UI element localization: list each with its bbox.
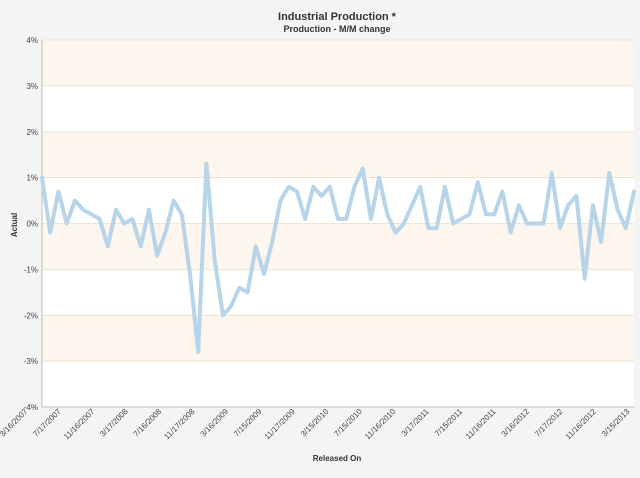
y-axis-label: Actual bbox=[10, 213, 19, 237]
plot-band bbox=[42, 40, 634, 86]
series-group bbox=[40, 161, 636, 354]
x-tick-label: 7/15/2010 bbox=[332, 407, 364, 439]
plot-band bbox=[42, 223, 634, 270]
x-tick-label: 3/16/2007 bbox=[0, 407, 30, 439]
x-axis-ticks: 3/16/2007 7/17/2007 11/16/2007 3/17/2008 7/1… bbox=[0, 407, 632, 442]
x-tick-label: 3/15/2013 bbox=[600, 407, 632, 439]
x-tick-label: 7/15/2011 bbox=[433, 407, 464, 438]
x-tick-label: 7/16/2008 bbox=[132, 407, 164, 439]
plot-band bbox=[42, 131, 634, 178]
x-tick-label: 11/17/2009 bbox=[263, 407, 298, 442]
x-axis-label: Released On bbox=[313, 454, 362, 463]
y-axis-ticks: -4% -3% -2% -1% 0% 1% 2% 3% 4% bbox=[24, 36, 38, 412]
x-tick-label: 7/15/2009 bbox=[232, 407, 264, 439]
y-tick-label: 3% bbox=[26, 82, 38, 91]
x-tick-label: 7/17/2012 bbox=[533, 407, 565, 439]
x-tick-label: 3/16/2012 bbox=[500, 407, 532, 439]
plot-band bbox=[42, 315, 634, 362]
x-tick-label: 3/16/2009 bbox=[199, 407, 231, 439]
y-tick-label: -3% bbox=[24, 357, 38, 366]
x-tick-label: 3/17/2008 bbox=[98, 407, 130, 439]
x-tick-label: 3/15/2010 bbox=[299, 407, 331, 439]
y-tick-label: -1% bbox=[24, 265, 38, 274]
chart-subtitle: Production - M/M change bbox=[284, 24, 391, 34]
chart-title: Industrial Production * bbox=[278, 11, 397, 23]
y-tick-label: 1% bbox=[26, 174, 38, 183]
y-tick-label: 0% bbox=[26, 220, 38, 229]
y-tick-label: -2% bbox=[24, 311, 38, 320]
x-tick-label: 11/16/2007 bbox=[62, 407, 97, 442]
grid-lines bbox=[41, 39, 634, 408]
x-tick-label: 11/17/2008 bbox=[162, 407, 197, 442]
y-tick-label: -4% bbox=[24, 403, 38, 412]
y-tick-label: 4% bbox=[26, 36, 38, 45]
y-tick-label: 2% bbox=[26, 128, 38, 137]
x-tick-label: 11/16/2011 bbox=[464, 407, 498, 441]
x-tick-label: 11/16/2012 bbox=[564, 407, 599, 442]
x-tick-label: 11/16/2010 bbox=[363, 407, 398, 442]
x-tick-label: 3/17/2011 bbox=[400, 407, 431, 438]
series-line bbox=[40, 161, 636, 354]
